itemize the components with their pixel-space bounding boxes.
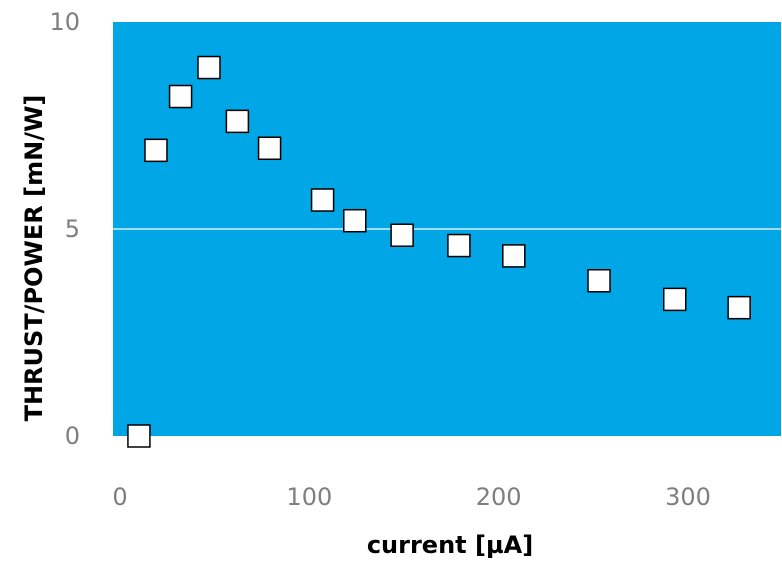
y-tick-label: 5: [65, 215, 80, 243]
y-axis-title: THRUST/POWER [mN/W]: [20, 95, 48, 422]
data-point: [168, 84, 193, 109]
data-point: [447, 233, 471, 258]
x-axis-tick-labels: 0 100 200 300: [112, 483, 711, 511]
data-point: [587, 269, 611, 293]
data-points: [127, 55, 751, 448]
data-point: [310, 188, 335, 212]
y-axis-tick-labels: 0 5 10: [49, 8, 80, 450]
data-point: [343, 208, 367, 233]
x-axis-title: current [µA]: [367, 531, 533, 559]
data-point: [502, 244, 526, 268]
x-tick-label: 0: [112, 483, 127, 511]
data-point: [197, 55, 221, 80]
x-tick-label: 300: [665, 483, 711, 511]
data-point: [144, 138, 168, 163]
data-point: [727, 295, 751, 320]
data-point: [662, 287, 687, 312]
data-point: [127, 424, 151, 448]
y-tick-label: 10: [49, 8, 80, 36]
x-tick-label: 100: [286, 483, 332, 511]
data-point: [225, 109, 250, 134]
x-tick-label: 200: [476, 483, 522, 511]
data-point: [257, 136, 282, 161]
y-tick-label: 0: [65, 422, 80, 450]
data-point: [390, 223, 414, 247]
